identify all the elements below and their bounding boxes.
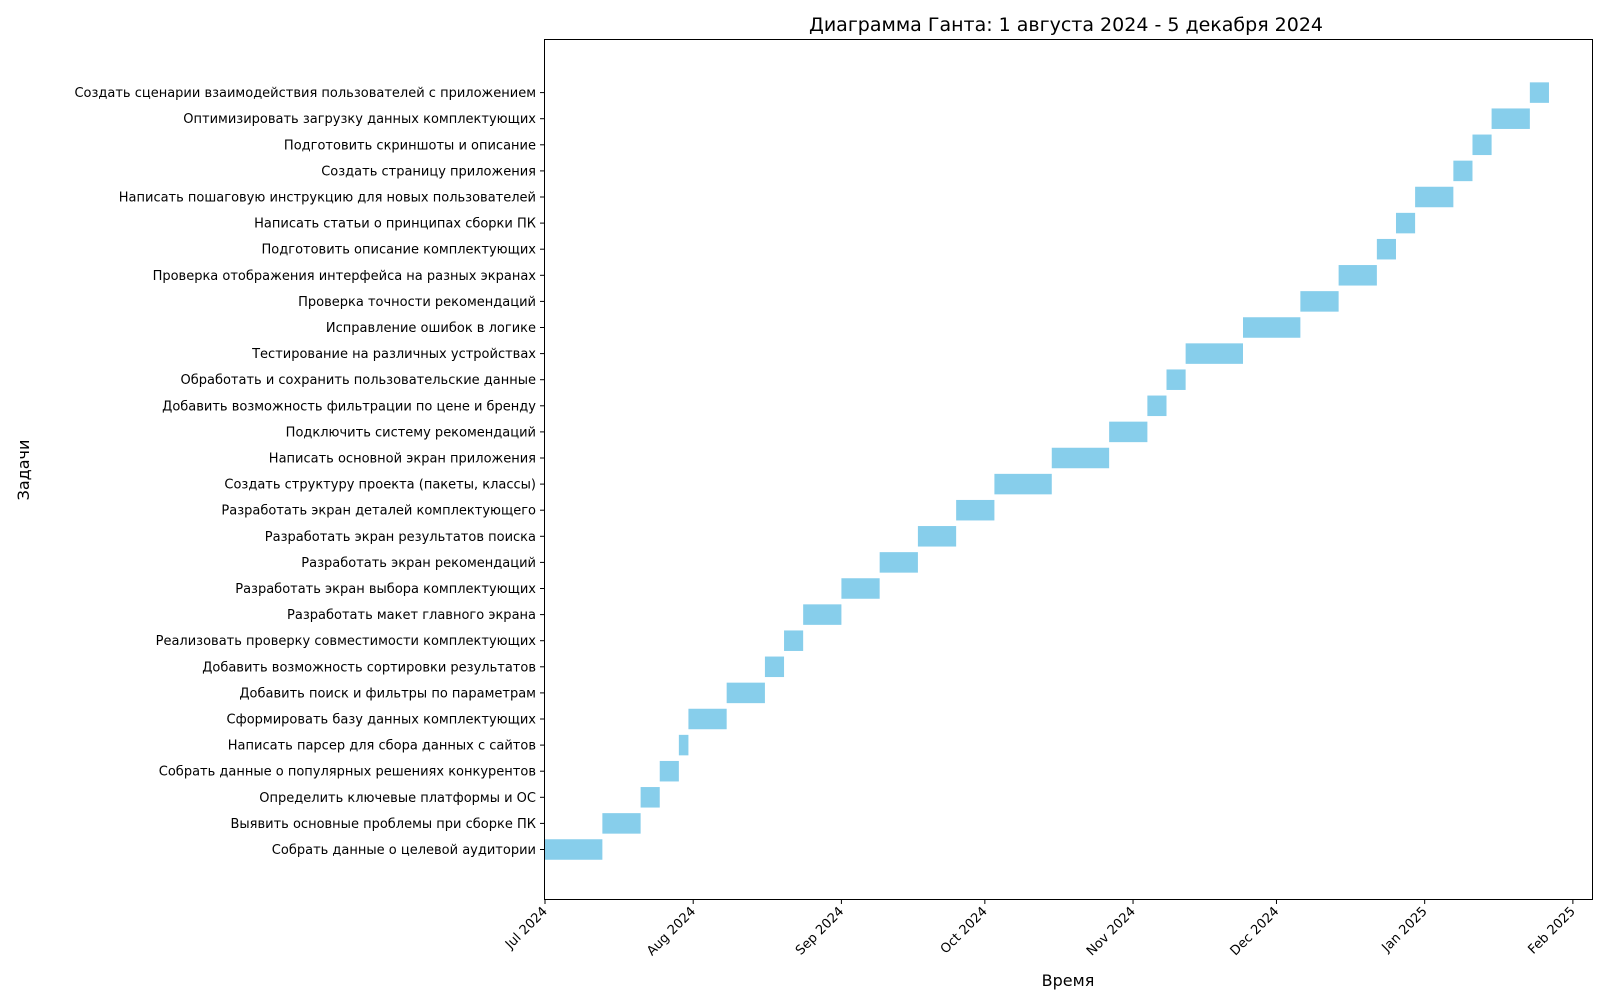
gantt-bar (803, 604, 842, 625)
gantt-bar (917, 526, 957, 547)
gantt-bar (879, 552, 918, 573)
gantt-bar (688, 708, 727, 730)
gantt-bar (678, 734, 689, 756)
y-tick-label: Написать парсер для сбора данных с сайто… (228, 739, 536, 754)
x-axis-ticks: Jul 2024 Aug 2024 Sep 2024 Oct 2024 Nov 2024… (502, 899, 1579, 959)
y-tick-label: Разработать экран рекомендаций (301, 556, 536, 571)
y-tick-label: Разработать макет главного экрана (287, 608, 536, 623)
x-tick-label: Jan 2025 (1379, 904, 1431, 956)
gantt-bar (1395, 212, 1416, 234)
gantt-bar (602, 813, 641, 834)
bars-layer (545, 82, 1549, 860)
gantt-bar (1338, 265, 1377, 286)
gantt-bar (1109, 421, 1148, 443)
gantt-bar (640, 787, 660, 808)
gantt-bar (1166, 369, 1186, 390)
y-tick-label: Написать основной экран приложения (269, 452, 536, 467)
plot-frame (544, 39, 1593, 900)
y-axis-ticks: Собрать данные о целевой аудитории Выявит… (74, 86, 545, 858)
y-tick-label: Проверка точности рекомендаций (298, 295, 536, 310)
y-tick-label: Оптимизировать загрузку данных комплекту… (183, 112, 536, 127)
x-tick-label: Nov 2024 (1084, 904, 1139, 959)
gantt-bar (1147, 395, 1167, 417)
gantt-bar (1051, 447, 1110, 469)
x-tick-label: Dec 2024 (1228, 904, 1283, 959)
gantt-bar (659, 760, 679, 782)
y-tick-label: Создать сценарии взаимодействия пользова… (74, 86, 536, 101)
x-tick-label: Feb 2025 (1526, 904, 1579, 957)
gantt-bar (1415, 186, 1454, 208)
gantt-bar (726, 682, 765, 704)
y-tick-label: Сформировать базу данных комплектующих (227, 713, 537, 728)
y-tick-label: Обработать и сохранить пользовательские … (180, 373, 536, 388)
x-tick-label: Oct 2024 (938, 904, 991, 957)
y-tick-label: Исправление ошибок в логике (326, 321, 536, 336)
x-tick-label: Aug 2024 (644, 904, 699, 959)
y-tick-label: Создать страницу приложения (321, 164, 536, 179)
gantt-bar (994, 473, 1052, 495)
y-tick-label: Создать структуру проекта (пакеты, класс… (224, 478, 536, 493)
y-tick-label: Выявить основные проблемы при сборке ПК (230, 817, 536, 832)
y-tick-label: Добавить возможность сортировки результа… (202, 660, 536, 675)
gantt-bar (545, 839, 603, 860)
y-tick-label: Проверка отображения интерфейса на разны… (153, 269, 537, 284)
gantt-bar (764, 656, 785, 678)
y-tick-label: Подготовить скриншоты и описание (284, 138, 536, 153)
gantt-bar (1491, 108, 1530, 129)
y-tick-label: Собрать данные о популярных решениях кон… (159, 765, 536, 780)
gantt-bar (1300, 291, 1339, 312)
gantt-bar (1453, 160, 1473, 182)
gantt-bar (1376, 238, 1396, 260)
gantt-bar (841, 578, 880, 599)
x-tick-label: Sep 2024 (793, 904, 847, 958)
y-tick-label: Добавить поиск и фильтры по параметрам (239, 686, 536, 701)
gantt-bar (1529, 82, 1549, 103)
y-tick-label: Определить ключевые платформы и ОС (259, 791, 536, 806)
gantt-bar (784, 630, 804, 651)
y-tick-label: Подготовить описание комплектующих (262, 243, 537, 258)
y-axis-label: Задачи (14, 440, 33, 501)
gantt-bar (1185, 343, 1243, 364)
y-tick-label: Тестирование на различных устройствах (251, 347, 536, 362)
y-tick-label: Разработать экран результатов поиска (265, 530, 536, 545)
y-tick-label: Добавить возможность фильтрации по цене … (162, 399, 536, 414)
y-tick-label: Подключить систему рекомендаций (286, 425, 536, 440)
y-tick-label: Написать статьи о принципах сборки ПК (254, 217, 536, 232)
y-tick-label: Написать пошаговую инструкцию для новых … (119, 191, 536, 206)
y-tick-label: Разработать экран деталей комплектующего (221, 504, 536, 519)
y-tick-label: Реализовать проверку совместимости компл… (156, 634, 537, 649)
y-tick-label: Разработать экран выбора комплектующих (235, 582, 536, 597)
x-axis-label: Время (1042, 971, 1095, 990)
gantt-bar (1243, 317, 1301, 338)
gantt-bar (956, 499, 995, 521)
x-tick-label: Jul 2024 (502, 904, 551, 953)
y-tick-label: Собрать данные о целевой аудитории (272, 843, 536, 858)
chart-title: Диаграмма Ганта: 1 августа 2024 - 5 дека… (809, 14, 1323, 36)
gantt-bar (1472, 134, 1492, 156)
